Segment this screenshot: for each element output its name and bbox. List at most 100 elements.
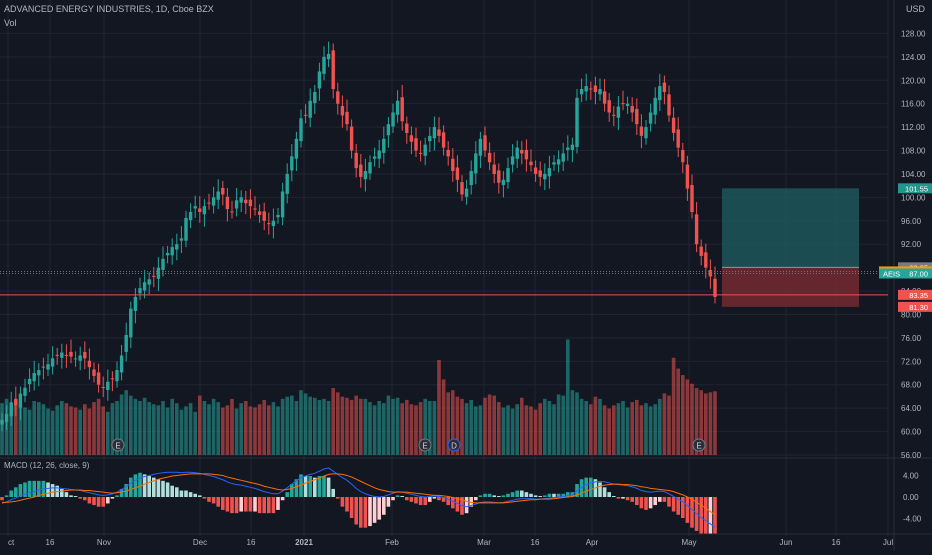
volume-bar xyxy=(115,401,119,455)
candle xyxy=(418,140,423,162)
candle xyxy=(616,96,621,131)
macd-histogram-bar xyxy=(326,477,331,497)
macd-histogram-bar xyxy=(630,497,634,502)
volume-bar xyxy=(244,401,248,455)
candle-body xyxy=(363,171,368,180)
volume-bar xyxy=(175,403,179,455)
candle-body xyxy=(501,179,506,186)
volume-bar xyxy=(106,411,110,455)
macd-histogram-bar xyxy=(690,497,694,528)
volume-bar xyxy=(230,398,234,455)
candle xyxy=(73,351,78,367)
macd-histogram-bar xyxy=(221,497,225,510)
candle xyxy=(262,202,266,231)
chart-title: ADVANCED ENERGY INDUSTRIES, 1D, Cboe BZX xyxy=(4,4,214,14)
volume-bar xyxy=(460,398,464,455)
time-tick-label: Jun xyxy=(780,538,793,547)
volume-bar xyxy=(478,405,483,455)
macd-histogram-bar xyxy=(428,497,432,502)
candle-body xyxy=(409,135,414,142)
candle-body xyxy=(589,88,593,90)
candle xyxy=(46,353,50,376)
candle-body xyxy=(184,217,188,241)
candle xyxy=(708,259,713,289)
price-tick-label: 92.00 xyxy=(901,240,922,249)
candle xyxy=(639,114,644,149)
volume-bar xyxy=(50,410,55,455)
stop-zone[interactable] xyxy=(722,267,859,307)
price-tick-label: 96.00 xyxy=(901,217,922,226)
macd-histogram-bar xyxy=(515,490,519,497)
last-price-label-value: 87.00 xyxy=(909,269,928,278)
candle-body xyxy=(221,188,225,195)
candle-body xyxy=(566,147,570,150)
volume-bar xyxy=(354,395,358,455)
macd-histogram-bar xyxy=(616,497,621,499)
candle xyxy=(92,362,96,383)
candle xyxy=(575,89,579,154)
volume-bar xyxy=(345,397,349,455)
price-tick-label: 104.00 xyxy=(901,170,926,179)
stop-price-label-value: 81.30 xyxy=(909,303,928,312)
macd-histogram-bar xyxy=(386,497,391,507)
macd-histogram-bar xyxy=(331,488,335,497)
candle xyxy=(607,93,611,122)
candle xyxy=(441,125,446,156)
target-price-label-bg xyxy=(898,183,932,194)
candle xyxy=(37,363,41,387)
volume-bar xyxy=(202,401,207,455)
candle-body xyxy=(336,91,340,104)
volume-bar xyxy=(359,398,363,455)
volume-bar xyxy=(9,406,13,455)
position-zones xyxy=(722,188,859,307)
macd-histogram-bar xyxy=(262,497,266,514)
volume-bar xyxy=(681,375,685,455)
candle xyxy=(267,212,271,235)
marker-letter: E xyxy=(422,442,427,451)
volume-bar xyxy=(704,393,708,455)
currency-label[interactable]: USD xyxy=(906,4,926,14)
candle-body xyxy=(492,164,496,174)
earnings-marker[interactable]: E xyxy=(692,438,706,452)
macd-histogram-bar xyxy=(152,477,156,497)
macd-histogram-bar xyxy=(294,479,299,497)
volume-bar xyxy=(78,409,82,455)
earnings-marker[interactable]: D xyxy=(447,438,461,452)
candle xyxy=(60,343,64,369)
volume-bar xyxy=(336,392,340,455)
candle xyxy=(386,117,391,148)
volume-bar xyxy=(152,404,156,455)
volume-bar xyxy=(193,411,197,455)
candle-body xyxy=(607,100,611,113)
macd-histogram-bar xyxy=(317,476,322,497)
target-zone[interactable] xyxy=(722,188,859,268)
candle xyxy=(69,339,73,364)
candle-body xyxy=(529,161,533,166)
candle-body xyxy=(41,366,46,368)
macd-histogram-bar xyxy=(303,476,308,497)
earnings-marker[interactable]: E xyxy=(418,438,432,452)
candle xyxy=(446,141,450,166)
candle xyxy=(359,154,363,188)
macd-histogram-bar xyxy=(106,497,110,504)
macd-histogram-bar xyxy=(501,495,506,497)
candle xyxy=(501,171,506,198)
candle xyxy=(317,62,322,101)
candle xyxy=(492,152,496,184)
macd-histogram-bar xyxy=(345,497,349,512)
macd-histogram-bar xyxy=(579,479,584,497)
candle xyxy=(290,144,294,182)
earnings-marker[interactable]: E xyxy=(111,438,125,452)
macd-histogram-bar xyxy=(46,482,50,497)
last-price-label: AEIS 87.00 xyxy=(879,268,932,279)
volume-bar xyxy=(630,402,634,455)
candle xyxy=(349,119,354,159)
macd-histogram-bar xyxy=(27,480,32,497)
macd-histogram-bar xyxy=(474,497,478,501)
candle-body xyxy=(593,85,598,92)
macd-histogram-bar xyxy=(244,497,248,512)
candle xyxy=(313,84,317,114)
